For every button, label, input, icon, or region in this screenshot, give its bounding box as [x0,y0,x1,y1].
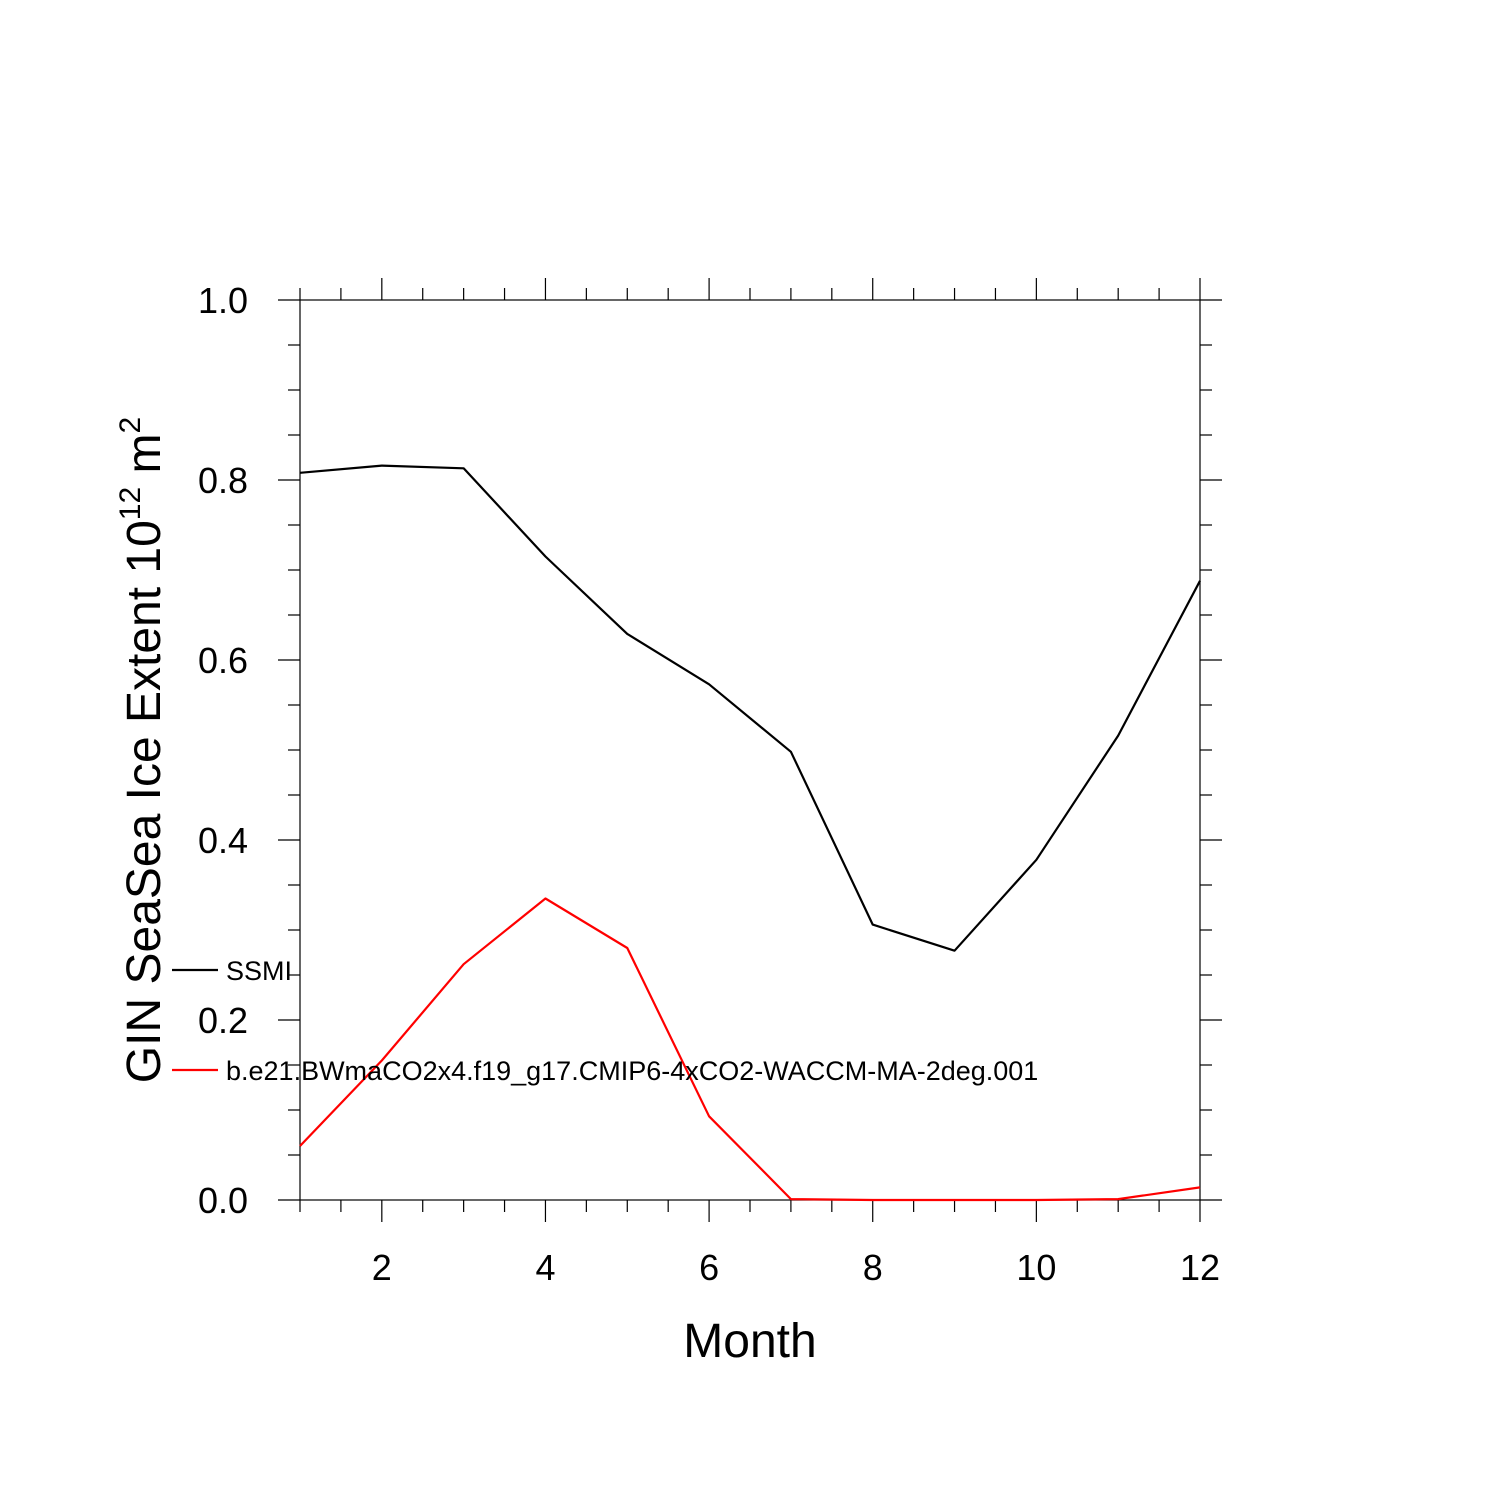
y-tick-label: 1.0 [198,280,248,321]
x-tick-label: 2 [372,1247,392,1288]
y-tick-label: 0.4 [198,820,248,861]
y-axis-title: GIN SeaSea Ice Extent 1012 m2 [114,417,171,1083]
series-layer [299,464,1201,1202]
legend: SSMI b.e21.BWmaCO2x4.f19_g17.CMIP6-4xCO2… [172,956,1038,1086]
x-axis-title: Month [683,1315,816,1368]
y-tick-label: 0.6 [198,640,248,681]
x-tick-label: 10 [1016,1247,1056,1288]
x-tick-label: 4 [535,1247,555,1288]
y-tick-label: 0.2 [198,1000,248,1041]
y-axis-title-unit-exponent: 2 [114,417,147,434]
y-axis-title-unit: m [118,433,171,473]
x-tick-label: 8 [863,1247,883,1288]
plot-frame [299,299,1201,1201]
series-line-model [299,897,1201,1202]
y-tick-label: 0.8 [198,460,248,501]
x-tick-label: 12 [1180,1247,1220,1288]
series-line-ssmi [299,464,1201,952]
legend-label-model: b.e21.BWmaCO2x4.f19_g17.CMIP6-4xCO2-WACC… [226,1056,1038,1086]
x-tick-label: 6 [699,1247,719,1288]
y-axis-title-exponent: 12 [114,487,147,520]
y-axis-title-main: GIN SeaSea Ice Extent 10 [118,520,171,1083]
legend-label-ssmi: SSMI [226,956,292,986]
y-tick-label: 0.0 [198,1180,248,1221]
axis-ticks [278,278,1222,1222]
tick-labels: 2 4 6 8 10 12 0.0 0.2 0.4 0.6 0.8 1.0 [198,280,1220,1288]
